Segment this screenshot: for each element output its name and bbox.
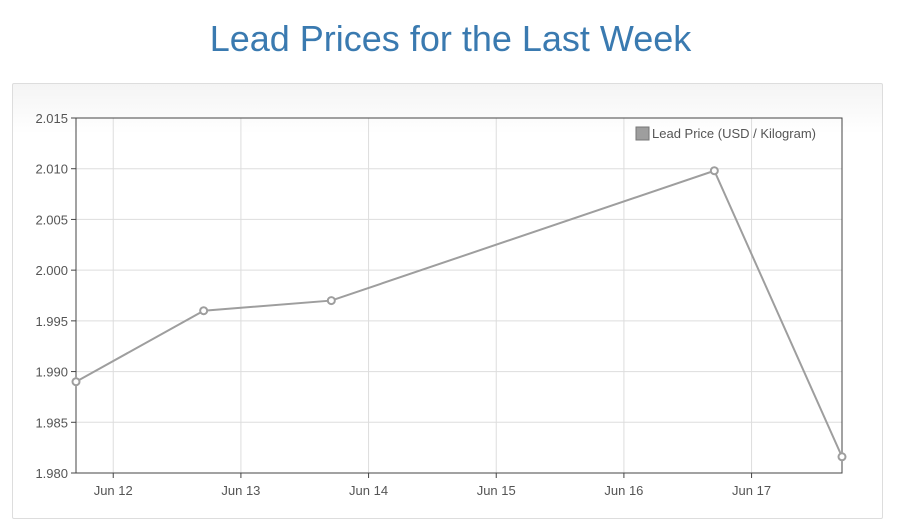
y-tick-label: 2.015 [35, 111, 68, 126]
page-title: Lead Prices for the Last Week [209, 18, 692, 59]
data-point[interactable] [199, 306, 209, 316]
data-point[interactable] [709, 166, 719, 176]
x-axis-ticks: Jun 12 Jun 13 Jun 14 Jun 15 Jun 16 Jun 17 [94, 483, 771, 498]
legend: Lead Price (USD / Kilogram) [635, 126, 816, 141]
y-axis-ticks: 1.980 1.985 1.990 1.995 2.000 2.005 2.010 2.015 [35, 111, 68, 481]
legend-swatch [635, 126, 650, 141]
x-tick-label: Jun 12 [94, 483, 133, 498]
chart-axes [71, 117, 843, 478]
series-line [75, 169, 843, 458]
data-point[interactable] [837, 452, 847, 462]
y-tick-label: 2.005 [35, 212, 68, 227]
y-tick-label: 1.985 [35, 415, 68, 430]
series-layer [71, 166, 847, 462]
y-tick-label: 2.000 [35, 263, 68, 278]
chart-panel [12, 83, 883, 519]
legend-label: Lead Price (USD / Kilogram) [652, 126, 816, 141]
x-tick-label: Jun 17 [732, 483, 771, 498]
chart-grid [76, 117, 842, 474]
data-point[interactable] [326, 296, 336, 306]
y-tick-label: 1.995 [35, 314, 68, 329]
plot-frame [75, 117, 843, 474]
x-tick-label: Jun 13 [221, 483, 260, 498]
y-tick-label: 1.990 [35, 365, 68, 380]
x-tick-label: Jun 14 [349, 483, 388, 498]
data-point[interactable] [71, 377, 81, 387]
x-tick-label: Jun 16 [604, 483, 643, 498]
y-tick-label: 2.010 [35, 162, 68, 177]
y-tick-label: 1.980 [35, 466, 68, 481]
x-tick-label: Jun 15 [477, 483, 516, 498]
